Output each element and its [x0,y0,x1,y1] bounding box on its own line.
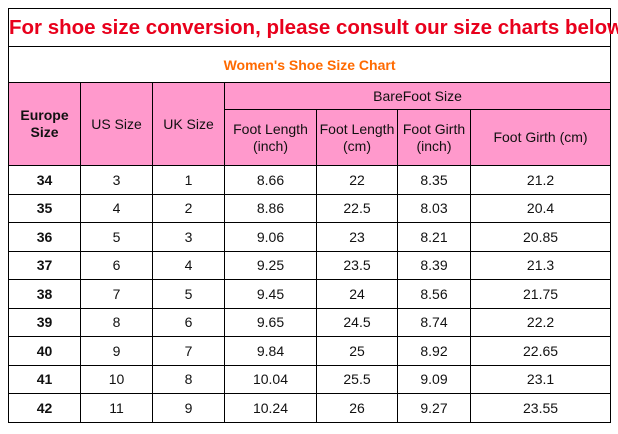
cell-uk-size: 1 [152,165,225,195]
cell-foot-girth-inch: 9.09 [397,364,471,394]
header-europe-size: Europe Size [8,82,81,166]
cell-us-size: 8 [80,307,153,337]
cell-foot-length-cm: 22 [316,165,398,195]
cell-us-size: 5 [80,222,153,252]
cell-foot-length-inch: 8.86 [224,193,317,223]
cell-foot-length-cm: 22.5 [316,193,398,223]
table-row: 35 4 2 8.86 22.5 8.03 20.4 [8,193,612,223]
cell-foot-girth-inch: 8.21 [397,222,471,252]
header-foot-girth-inch: Foot Girth (inch) [397,109,471,166]
cell-foot-length-cm: 26 [316,393,398,423]
cell-us-size: 11 [80,393,153,423]
cell-us-size: 3 [80,165,153,195]
cell-us-size: 7 [80,279,153,309]
cell-uk-size: 6 [152,307,225,337]
cell-europe-size: 36 [8,222,81,252]
cell-foot-girth-cm: 22.65 [469,336,612,366]
cell-foot-girth-inch: 9.27 [397,393,471,423]
cell-uk-size: 7 [152,336,225,366]
cell-foot-length-inch: 10.04 [224,364,317,394]
cell-uk-size: 2 [152,193,225,223]
cell-europe-size: 40 [8,336,81,366]
cell-us-size: 6 [80,250,153,280]
cell-foot-length-inch: 9.25 [224,250,317,280]
cell-foot-length-cm: 25 [316,336,398,366]
cell-europe-size: 39 [8,307,81,337]
cell-foot-length-inch: 8.66 [224,165,317,195]
cell-foot-girth-inch: 8.74 [397,307,471,337]
cell-foot-length-inch: 9.65 [224,307,317,337]
cell-europe-size: 34 [8,165,81,195]
cell-europe-size: 41 [8,364,81,394]
cell-foot-girth-cm: 21.3 [469,250,612,280]
cell-foot-girth-cm: 21.75 [469,279,612,309]
table-row: 40 9 7 9.84 25 8.92 22.65 [8,336,612,366]
cell-us-size: 4 [80,193,153,223]
cell-foot-length-cm: 25.5 [316,364,398,394]
cell-foot-girth-cm: 23.55 [469,393,612,423]
cell-foot-length-cm: 23.5 [316,250,398,280]
cell-foot-length-inch: 9.45 [224,279,317,309]
size-chart-table: For shoe size conversion, please consult… [7,8,618,423]
cell-foot-girth-inch: 8.92 [397,336,471,366]
cell-uk-size: 9 [152,393,225,423]
cell-foot-girth-cm: 20.85 [469,222,612,252]
page-title: For shoe size conversion, please consult… [7,8,618,47]
cell-us-size: 10 [80,364,153,394]
header-foot-girth-cm: Foot Girth (cm) [469,109,612,166]
cell-foot-length-inch: 9.06 [224,222,317,252]
cell-foot-girth-inch: 8.03 [397,193,471,223]
cell-foot-girth-inch: 8.35 [397,165,471,195]
cell-foot-girth-cm: 20.4 [469,193,612,223]
cell-foot-length-cm: 24 [316,279,398,309]
cell-foot-length-cm: 24.5 [316,307,398,337]
cell-europe-size: 35 [8,193,81,223]
cell-foot-length-inch: 10.24 [224,393,317,423]
table-row: 42 11 9 10.24 26 9.27 23.55 [8,393,612,423]
table-row: 36 5 3 9.06 23 8.21 20.85 [8,222,612,252]
header-foot-length-inch: Foot Length (inch) [224,109,317,166]
cell-foot-girth-cm: 21.2 [469,165,612,195]
cell-foot-length-inch: 9.84 [224,336,317,366]
cell-us-size: 9 [80,336,153,366]
table-row: 38 7 5 9.45 24 8.56 21.75 [8,279,612,309]
cell-foot-girth-cm: 23.1 [469,364,612,394]
cell-uk-size: 5 [152,279,225,309]
cell-foot-length-cm: 23 [316,222,398,252]
header-uk-size: UK Size [152,82,225,166]
chart-subtitle: Women's Shoe Size Chart [7,46,612,83]
cell-europe-size: 38 [8,279,81,309]
cell-uk-size: 8 [152,364,225,394]
header-foot-length-cm: Foot Length (cm) [316,109,398,166]
cell-uk-size: 3 [152,222,225,252]
cell-foot-girth-inch: 8.39 [397,250,471,280]
table-row: 39 8 6 9.65 24.5 8.74 22.2 [8,307,612,337]
cell-europe-size: 37 [8,250,81,280]
table-row: 34 3 1 8.66 22 8.35 21.2 [8,165,612,195]
cell-europe-size: 42 [8,393,81,423]
table-row: 41 10 8 10.04 25.5 9.09 23.1 [8,364,612,394]
header-barefoot-size: BareFoot Size [223,82,612,110]
cell-foot-girth-inch: 8.56 [397,279,471,309]
table-row: 37 6 4 9.25 23.5 8.39 21.3 [8,250,612,280]
cell-foot-girth-cm: 22.2 [469,307,612,337]
cell-uk-size: 4 [152,250,225,280]
header-us-size: US Size [80,82,153,166]
